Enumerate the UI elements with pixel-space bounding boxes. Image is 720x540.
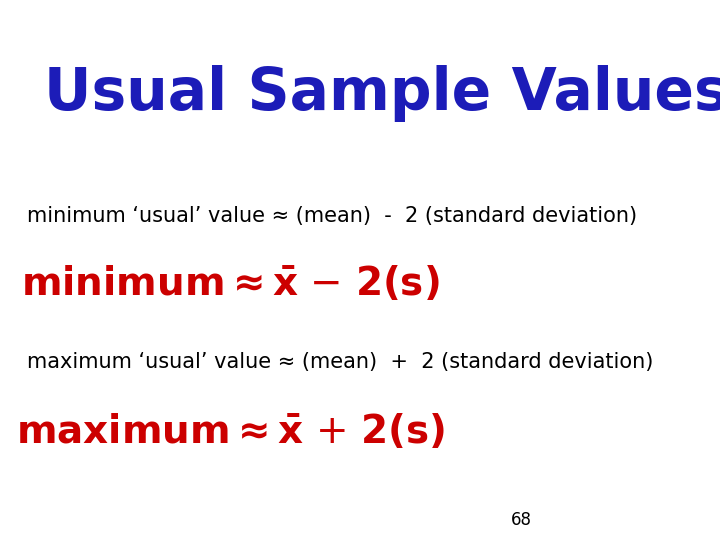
Text: 68: 68 [511,511,532,529]
Text: Usual Sample Values: Usual Sample Values [44,65,720,122]
Text: maximum ‘usual’ value ≈ (mean)  +  2 (standard deviation): maximum ‘usual’ value ≈ (mean) + 2 (stan… [27,352,654,372]
Text: $\bf{maximum \approx \bar{x}\ \mathrm{+}\ 2(s)}$: $\bf{maximum \approx \bar{x}\ \mathrm{+}… [16,413,445,451]
Text: $\bf{minimum \approx \bar{x}\ \mathrm{-}\ 2(s)}$: $\bf{minimum \approx \bar{x}\ \mathrm{-}… [21,264,440,303]
Text: minimum ‘usual’ value ≈ (mean)  -  2 (standard deviation): minimum ‘usual’ value ≈ (mean) - 2 (stan… [27,206,637,226]
